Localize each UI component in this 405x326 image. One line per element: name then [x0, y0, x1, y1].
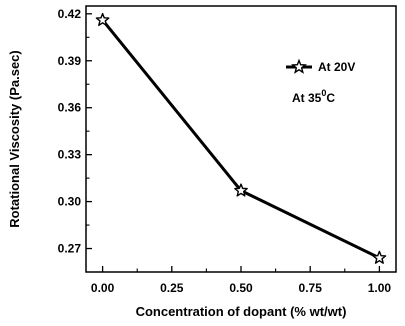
- x-tick-label: 0.00: [91, 281, 115, 295]
- series-line: [101, 19, 381, 260]
- data-point-star: [234, 183, 248, 197]
- x-tick-label: 1.00: [368, 281, 392, 295]
- annotation-superscript: 0: [321, 88, 326, 98]
- legend-star-marker: [290, 58, 308, 74]
- x-tick-label: 0.25: [160, 281, 184, 295]
- annotation-suffix: C: [326, 91, 335, 105]
- series-layer: [95, 12, 387, 264]
- y-tick-label: 0.39: [58, 54, 82, 68]
- temperature-annotation: At 350C: [292, 88, 335, 105]
- data-point-star: [372, 250, 387, 264]
- x-tick-label: 0.75: [299, 281, 323, 295]
- x-tick-label: 0.50: [229, 281, 253, 295]
- plot-frame: [85, 5, 397, 273]
- legend-label: At 20V: [318, 60, 355, 74]
- y-tick-label: 0.42: [58, 7, 82, 21]
- y-tick-label: 0.33: [58, 148, 82, 162]
- x-axis-title: Concentration of dopant (% wt/wt): [136, 304, 347, 319]
- y-tick-label: 0.27: [58, 242, 82, 256]
- data-point-star: [95, 12, 110, 27]
- y-axis-ticks: 0.27 0.30 0.33 0.36 0.39 0.42: [58, 7, 92, 256]
- legend: At 20V: [286, 58, 355, 74]
- y-tick-label: 0.30: [58, 195, 82, 209]
- x-axis-ticks: 0.00 0.25 0.50 0.75 1.00: [91, 266, 391, 295]
- y-axis-title: Rotational Viscosity (Pa.sec): [7, 50, 22, 228]
- annotation-text: At 35: [292, 91, 322, 105]
- y-tick-label: 0.36: [58, 101, 82, 115]
